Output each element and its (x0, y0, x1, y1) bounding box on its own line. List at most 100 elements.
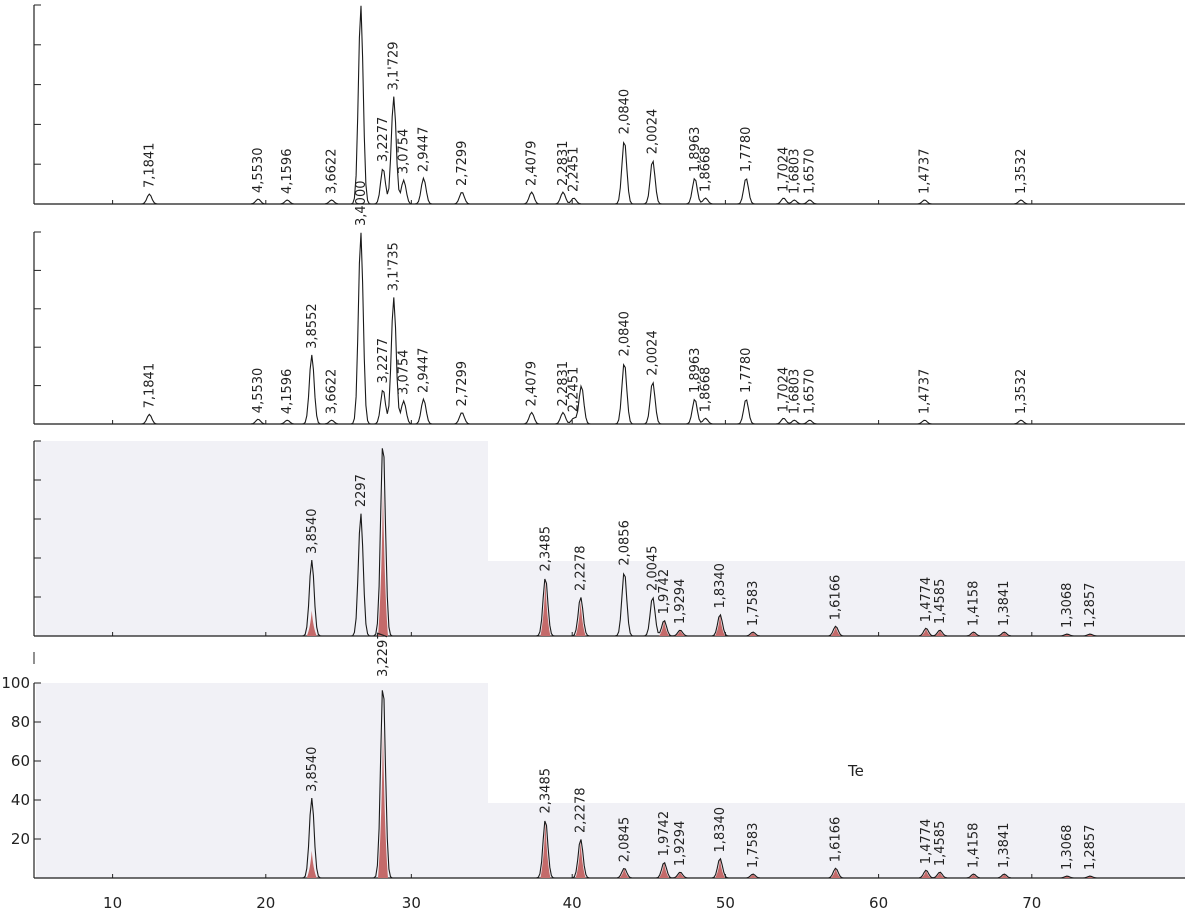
x-tick-label: 10 (103, 894, 122, 912)
peak-label: 1,4158 (967, 823, 982, 869)
peak-label: 2,2831 (556, 361, 571, 407)
peak-label: 2,2278 (574, 788, 589, 834)
peak-label: 1,9742 (657, 811, 672, 857)
peak-label: 1,7780 (739, 348, 754, 394)
peak-label: 1,3068 (1060, 825, 1075, 871)
diffraction-trace (36, 448, 1185, 637)
peak-label: 1,3532 (1014, 369, 1029, 415)
peak-label: 1,6570 (803, 369, 818, 415)
peak-label: 3,6622 (325, 369, 340, 415)
red-peak-fill (540, 581, 551, 636)
peak-label: 1,6803 (787, 149, 802, 195)
peak-label: 1,8963 (688, 127, 703, 173)
y-tick-label: 20 (11, 830, 30, 848)
peak-label: 1,7024 (777, 147, 792, 193)
peak-label: 2,0024 (646, 330, 661, 376)
red-peak-fill (1062, 876, 1073, 878)
peak-label: 3,8540 (305, 508, 320, 554)
peak-label: 4,5530 (251, 368, 266, 414)
peak-label: 1,2857 (1083, 825, 1098, 871)
peak-label: 1,9294 (673, 579, 688, 625)
peak-label: 1,8963 (688, 348, 703, 394)
red-peak-fill (540, 821, 551, 878)
red-peak-fill (377, 727, 388, 878)
peak-label: 1,3068 (1060, 583, 1075, 629)
peak-label: 1,4774 (919, 819, 934, 865)
peak-label: 3,2277 (376, 117, 391, 163)
peak-label: 2,0024 (646, 109, 661, 155)
peak-label: 2,4079 (525, 361, 540, 407)
peak-label: 2,0840 (617, 89, 632, 135)
red-peak-fill (715, 858, 726, 878)
peak-label: 2,3485 (538, 526, 553, 572)
peak-label: 1,3841 (997, 823, 1012, 869)
x-tick-label: 50 (716, 894, 735, 912)
peak-label: 2,4079 (525, 141, 540, 187)
red-peak-fill (675, 872, 686, 878)
red-peak-fill (675, 630, 686, 636)
red-peak-fill (306, 610, 317, 636)
peak-label: 1,9294 (673, 821, 688, 867)
red-peak-fill (575, 600, 586, 636)
red-peak-fill (999, 632, 1010, 636)
y-tick-label: 40 (11, 791, 30, 809)
peak-label: 3,1'729 (387, 41, 402, 90)
peak-label: 4,1596 (280, 369, 295, 415)
peak-label: 1,4585 (933, 579, 948, 625)
x-tick-label: 60 (869, 894, 888, 912)
peak-label: 2,9447 (417, 127, 432, 173)
red-peak-fill (921, 870, 932, 878)
red-peak-fill (377, 487, 388, 636)
red-peak-fill (659, 620, 670, 636)
peak-label: 1,4158 (967, 581, 982, 627)
peak-label: 1,7583 (746, 581, 761, 627)
red-peak-fill (921, 628, 932, 636)
peak-label: 1,8668 (698, 367, 713, 413)
peak-label: 4,5530 (251, 148, 266, 194)
red-peak-fill (659, 862, 670, 878)
red-peak-fill (968, 632, 979, 636)
y-tick-label: 100 (1, 674, 30, 692)
peak-label: 3,2297 (376, 632, 391, 678)
peak-label: 2,2451 (567, 367, 582, 413)
diffraction-trace (36, 5, 1185, 205)
y-tick-label: 80 (11, 713, 30, 731)
peak-label: 1,6166 (829, 817, 844, 863)
red-peak-fill (575, 840, 586, 878)
peak-label: 3,6622 (325, 149, 340, 195)
peak-label: 2,0845 (617, 817, 632, 863)
peak-label: 2,0840 (617, 311, 632, 357)
red-peak-fill (1062, 634, 1073, 636)
panel-shade (488, 561, 1185, 636)
x-tick-label: 70 (1022, 894, 1041, 912)
red-peak-fill (830, 868, 841, 878)
peak-label: 1,3841 (997, 581, 1012, 627)
diffraction-trace (36, 232, 1185, 425)
panel-shade (488, 803, 1185, 878)
red-peak-fill (747, 874, 758, 878)
peak-label: 2,2278 (574, 546, 589, 592)
peak-label: 3,0754 (397, 349, 412, 395)
peak-label: 3,0754 (397, 129, 412, 175)
x-tick-label: 30 (402, 894, 421, 912)
peak-label: 1,6570 (803, 149, 818, 195)
peak-label: 1,7583 (746, 823, 761, 869)
diffraction-panel-4: 3,8540 3,2297 2,3485 2,2278 2,0845 1,9742 1,92… (1, 632, 1185, 912)
peak-label: 1,8340 (713, 807, 728, 853)
peak-label: 4,1596 (280, 149, 295, 195)
peak-label: 3,4000 (354, 181, 369, 227)
peak-label: 2,0045 (646, 546, 661, 592)
panel-shade (36, 441, 488, 636)
peak-label: 1,6166 (829, 575, 844, 621)
red-peak-fill (830, 626, 841, 636)
peak-label: 1,4737 (918, 369, 933, 415)
peak-label: 1,9742 (657, 569, 672, 615)
red-peak-fill (934, 872, 945, 878)
peak-label: 3,8552 (305, 303, 320, 349)
peak-label: 2,3485 (538, 768, 553, 814)
red-peak-fill (619, 868, 630, 878)
red-peak-fill (1085, 634, 1096, 636)
phase-annotation: Te (847, 762, 864, 780)
panel-shade (36, 683, 488, 878)
